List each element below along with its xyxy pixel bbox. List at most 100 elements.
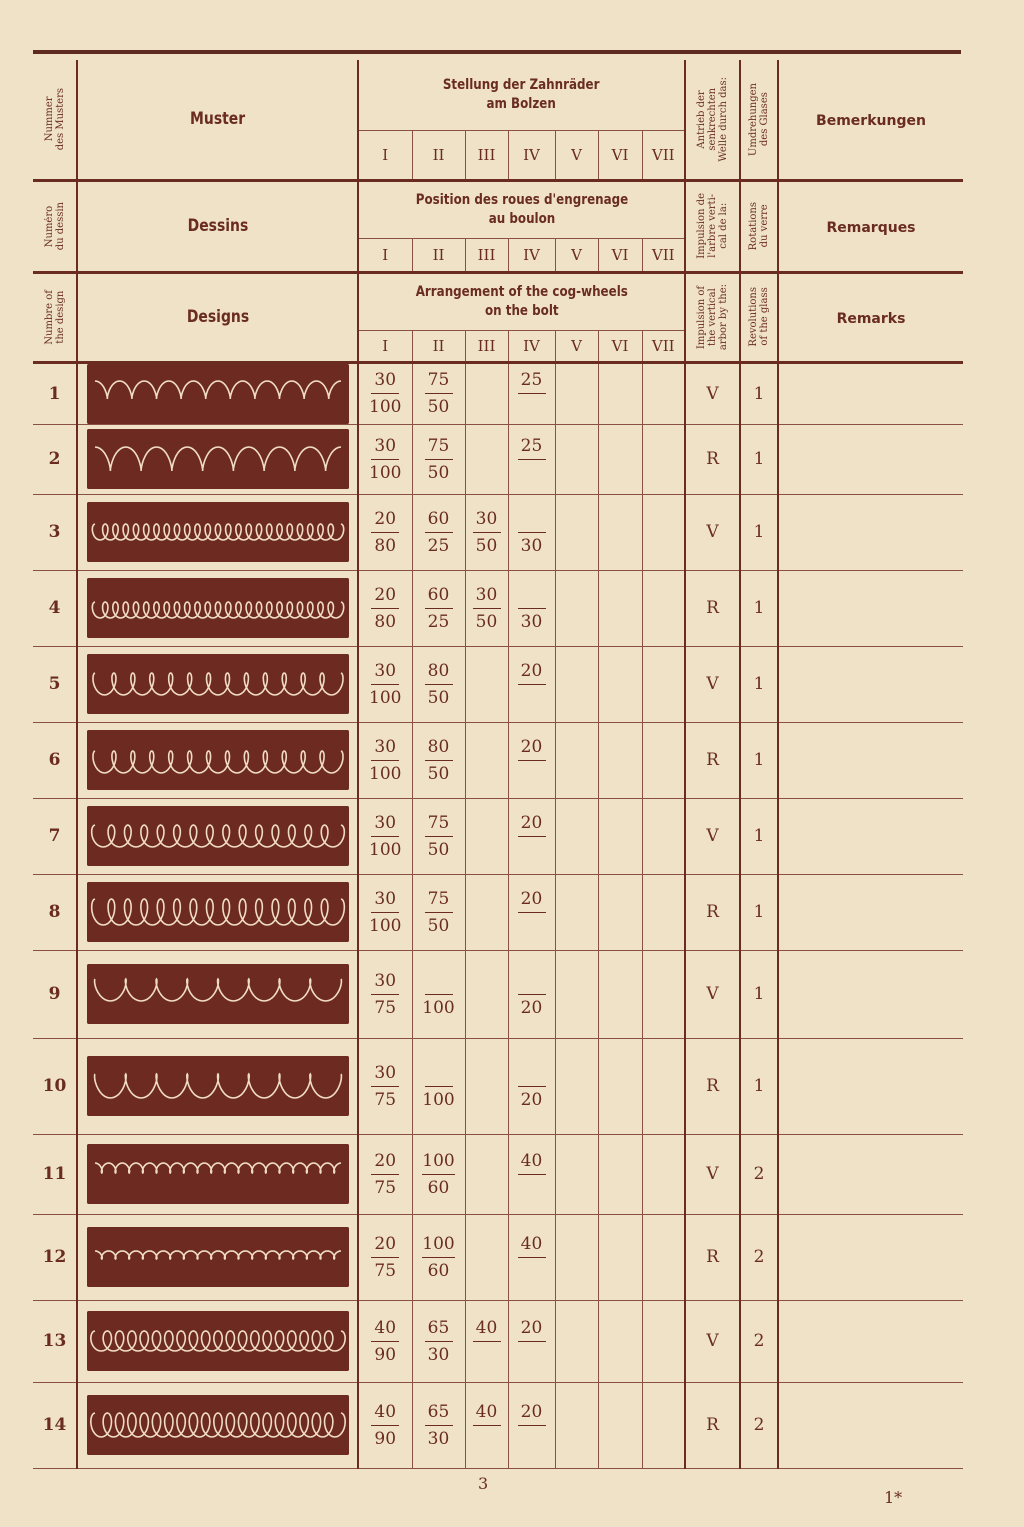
gear-bottom: 75 xyxy=(374,1177,397,1198)
gear-cell-4: 20 xyxy=(508,1300,556,1383)
table-row: 8 30 100 75 50 20 R 1 xyxy=(33,874,963,951)
gear-top: 30 xyxy=(371,367,400,394)
gear-cell-5 xyxy=(555,1134,599,1215)
design-pattern-image xyxy=(86,578,349,638)
gear-bottom: 30 xyxy=(427,1344,450,1365)
design-sample xyxy=(76,494,359,571)
gear-bottom: 30 xyxy=(427,1428,450,1449)
gear-cell-3 xyxy=(465,722,509,799)
impulse-value: V xyxy=(685,494,741,571)
gear-top: 20 xyxy=(517,658,546,685)
gear-cell-2: 75 50 xyxy=(412,424,466,495)
design-number: 4 xyxy=(33,570,77,647)
impulse-value: R xyxy=(685,1214,741,1301)
remarks-cell xyxy=(778,570,963,647)
design-number: 12 xyxy=(33,1214,77,1301)
header-gears-label: Position des roues d'engrenage au boulon xyxy=(415,191,628,227)
header-number-label: Nummer des Musters xyxy=(43,88,66,151)
gear-cell-7 xyxy=(642,494,686,571)
gear-position-4: IV xyxy=(508,238,556,274)
impulse-value: V xyxy=(685,950,741,1039)
header-revolutions-label: Rotations du verre xyxy=(748,201,770,251)
revolutions-value: 2 xyxy=(740,1300,779,1383)
design-sample xyxy=(76,570,359,647)
design-pattern-image xyxy=(86,964,349,1024)
revolutions-value: 1 xyxy=(740,424,779,495)
revolutions-value: 1 xyxy=(740,362,779,425)
gear-cell-3 xyxy=(465,1214,509,1301)
gear-position-6: VI xyxy=(598,238,643,274)
pattern-table: Nummer des Musters Muster Stellung der Z… xyxy=(33,60,963,1469)
header-design: Designs xyxy=(77,272,359,364)
remarks-cell xyxy=(778,1382,963,1469)
remarks-cell xyxy=(778,494,963,571)
gear-cell-2: 100 60 xyxy=(412,1214,466,1301)
design-number: 11 xyxy=(33,1134,77,1215)
gear-cell-1: 20 75 xyxy=(358,1214,413,1301)
gear-cell-6 xyxy=(598,1214,643,1301)
gear-position-1: I xyxy=(358,330,413,364)
design-sample xyxy=(76,1038,359,1135)
gear-cell-5 xyxy=(555,494,599,571)
gear-top xyxy=(517,582,546,609)
gear-cell-5 xyxy=(555,362,599,425)
header-gears: Stellung der Zahnräder am Bolzen xyxy=(358,60,686,131)
design-pattern-image xyxy=(86,502,349,562)
gear-top: 20 xyxy=(517,1315,546,1342)
gear-top: 20 xyxy=(371,1148,400,1175)
design-sample xyxy=(76,798,359,875)
gear-cell-1: 30 100 xyxy=(358,722,413,799)
revolutions-value: 1 xyxy=(740,722,779,799)
gear-cell-5 xyxy=(555,424,599,495)
header-revolutions-label: Revolutions of the glass xyxy=(748,287,770,347)
gear-top: 25 xyxy=(517,433,546,460)
gear-top: 30 xyxy=(472,582,501,609)
gear-cell-1: 30 100 xyxy=(358,646,413,723)
revolutions-value: 2 xyxy=(740,1214,779,1301)
gear-bottom: 75 xyxy=(374,997,397,1018)
gear-top: 30 xyxy=(371,433,400,460)
gear-position-4: IV xyxy=(508,130,556,182)
gear-top: 65 xyxy=(424,1399,453,1426)
design-number: 9 xyxy=(33,950,77,1039)
gear-top: 40 xyxy=(517,1231,546,1258)
gear-cell-3 xyxy=(465,362,509,425)
gear-cell-1: 40 90 xyxy=(358,1300,413,1383)
design-sample xyxy=(76,1214,359,1301)
gear-cell-6 xyxy=(598,1038,643,1135)
gear-cell-4: 20 xyxy=(508,798,556,875)
top-rule xyxy=(33,50,961,54)
gear-cell-4: 20 xyxy=(508,646,556,723)
design-sample xyxy=(76,722,359,799)
gear-cell-1: 20 80 xyxy=(358,494,413,571)
gear-cell-7 xyxy=(642,1300,686,1383)
gear-cell-7 xyxy=(642,570,686,647)
gear-top: 20 xyxy=(517,734,546,761)
gear-top: 20 xyxy=(371,506,400,533)
gear-bottom: 100 xyxy=(369,915,402,936)
gear-cell-4: 30 xyxy=(508,570,556,647)
gear-position-1: I xyxy=(358,130,413,182)
design-number: 3 xyxy=(33,494,77,571)
design-pattern-image xyxy=(86,730,349,790)
gear-cell-4: 30 xyxy=(508,494,556,571)
header-revolutions: Umdrehungen des Glases xyxy=(740,60,779,182)
gear-position-7: VII xyxy=(642,130,686,182)
gear-top: 30 xyxy=(371,658,400,685)
gear-top: 30 xyxy=(371,968,400,995)
gear-cell-3: 40 xyxy=(465,1382,509,1469)
gear-top: 20 xyxy=(371,582,400,609)
design-number: 2 xyxy=(33,424,77,495)
gear-bottom: 100 xyxy=(369,462,402,483)
gear-cell-6 xyxy=(598,798,643,875)
remarks-cell xyxy=(778,798,963,875)
gear-cell-3 xyxy=(465,950,509,1039)
header-revolutions: Revolutions of the glass xyxy=(740,272,779,364)
gear-cell-7 xyxy=(642,362,686,425)
gear-cell-2: 100 xyxy=(412,1038,466,1135)
gear-bottom: 100 xyxy=(369,397,402,417)
gear-position-2: II xyxy=(412,238,466,274)
design-sample xyxy=(76,424,359,495)
table-row: 5 30 100 80 50 20 V 1 xyxy=(33,646,963,723)
design-number: 1 xyxy=(33,362,77,425)
